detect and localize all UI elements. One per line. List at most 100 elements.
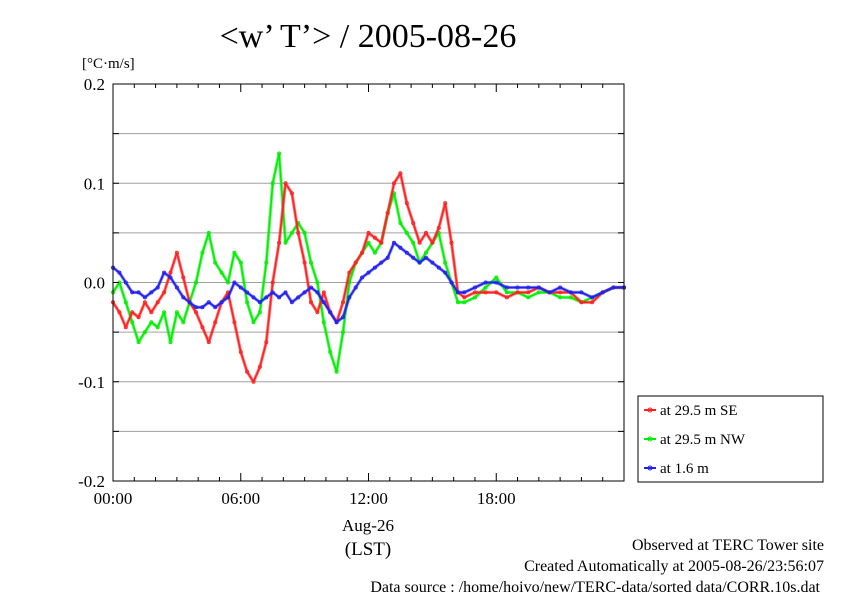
data-point (251, 320, 256, 325)
data-point (423, 230, 428, 235)
footer-site: Observed at TERC Tower site (632, 537, 824, 554)
data-point (257, 364, 262, 369)
data-point (404, 230, 409, 235)
y-unit-label: [°C·m/s] (82, 56, 135, 72)
data-point (372, 265, 377, 270)
data-point (270, 181, 275, 186)
series-line (112, 242, 624, 324)
data-point (206, 340, 211, 345)
series-layer (111, 151, 627, 384)
data-point (155, 300, 160, 305)
data-point (590, 300, 595, 305)
data-point (391, 240, 396, 245)
data-point (568, 295, 573, 300)
data-point (277, 151, 282, 156)
data-point (308, 300, 313, 305)
data-point (123, 300, 128, 305)
data-point (568, 290, 573, 295)
data-point (321, 300, 326, 305)
data-point (225, 280, 230, 285)
data-point (366, 270, 371, 275)
data-point (277, 295, 282, 300)
data-point (536, 285, 541, 290)
data-point (315, 310, 320, 315)
data-point (264, 260, 269, 265)
data-point (200, 325, 205, 330)
data-point (494, 275, 499, 280)
data-point (181, 275, 186, 280)
chart-title: <w’ T’> / 2005-08-26 (220, 18, 517, 55)
data-point (174, 285, 179, 290)
data-point (213, 305, 218, 310)
data-point (526, 290, 531, 295)
data-point (526, 295, 531, 300)
data-point (462, 300, 467, 305)
data-point (372, 235, 377, 240)
data-point (455, 290, 460, 295)
data-point (379, 240, 384, 245)
data-point (436, 225, 441, 230)
data-point (302, 290, 307, 295)
x-axis-label: Aug-26 (342, 516, 394, 535)
data-point (142, 330, 147, 335)
data-point (385, 255, 390, 260)
data-point (219, 270, 224, 275)
y-tick-label: 0.2 (84, 75, 105, 94)
data-point (353, 260, 358, 265)
legend-label: at 29.5 m NW (660, 432, 746, 448)
data-point (443, 270, 448, 275)
grid (113, 83, 624, 482)
data-point (245, 290, 250, 295)
legend-marker (647, 465, 653, 471)
data-point (526, 285, 531, 290)
data-point (398, 171, 403, 176)
data-point (391, 181, 396, 186)
legend-marker (647, 436, 653, 442)
data-point (360, 275, 365, 280)
data-point (289, 230, 294, 235)
data-point (162, 270, 167, 275)
data-point (398, 220, 403, 225)
data-point (277, 240, 282, 245)
data-point (558, 285, 563, 290)
y-tick-label: 0.0 (84, 274, 105, 293)
data-point (130, 290, 135, 295)
data-point (443, 260, 448, 265)
data-point (411, 220, 416, 225)
data-point (283, 240, 288, 245)
data-point (213, 260, 218, 265)
data-point (174, 310, 179, 315)
data-point (206, 230, 211, 235)
data-point (449, 280, 454, 285)
data-point (504, 290, 509, 295)
data-point (238, 349, 243, 354)
legend-label: at 29.5 m SE (660, 403, 738, 419)
x-axis-label-unit: (LST) (345, 539, 391, 560)
data-point (472, 295, 477, 300)
data-point (232, 250, 237, 255)
data-point (411, 240, 416, 245)
data-point (483, 280, 488, 285)
data-point (328, 310, 333, 315)
data-point (504, 295, 509, 300)
data-point (483, 290, 488, 295)
data-point (423, 255, 428, 260)
data-point (270, 280, 275, 285)
data-point (443, 201, 448, 206)
data-point (289, 191, 294, 196)
data-point (296, 230, 301, 235)
data-point (193, 305, 198, 310)
data-point (334, 369, 339, 374)
x-tick-label: 12:00 (349, 489, 388, 508)
data-point (193, 310, 198, 315)
data-point (168, 275, 173, 280)
y-tick-label: -0.1 (78, 373, 105, 392)
data-point (283, 181, 288, 186)
legend: at 29.5 m SE at 29.5 m NW at 1.6 m (637, 395, 824, 483)
data-point (411, 255, 416, 260)
data-point (123, 280, 128, 285)
data-point (174, 250, 179, 255)
data-point (155, 325, 160, 330)
data-point (206, 300, 211, 305)
